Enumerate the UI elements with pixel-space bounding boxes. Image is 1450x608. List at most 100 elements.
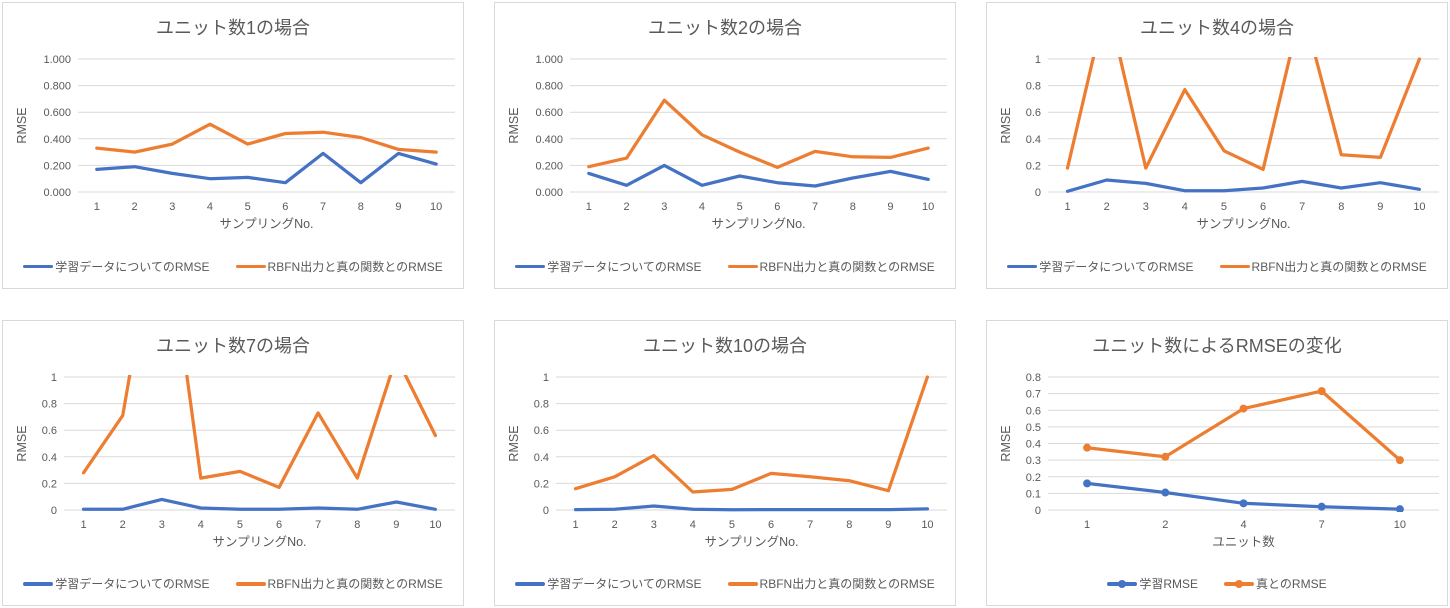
chart-panel-5: ユニット数10の場合 0 0.2 0.4 0.6 0.8 1 RMSE 1 2 3 4 5 6 7 8 9 10 サ… — [494, 319, 956, 606]
legend-label: 学習データについてのRMSE — [55, 577, 210, 592]
legend-label: 学習データについてのRMSE — [547, 577, 702, 592]
data-point-marker — [1083, 478, 1092, 487]
data-point-marker — [1317, 386, 1326, 395]
legend-label: 学習データについてのRMSE — [547, 259, 702, 274]
y-tick-label: 0.200 — [535, 160, 563, 172]
plot-area: 0.000 0.200 0.400 0.600 0.800 1.000 RMSE 1 2 3 4 5 6… — [507, 54, 947, 231]
x-tick-label: 5 — [1221, 201, 1227, 213]
plot-area: 0 0.2 0.4 0.6 0.8 1 RMSE 1 2 3 4 5 6 7 8 9 10 サンプリングNo. — [507, 372, 947, 549]
legend-marker-dot — [1118, 579, 1127, 588]
legend-label: 学習データについてのRMSE — [55, 259, 210, 274]
plot-area: 0 0.2 0.4 0.6 0.8 1 RMSE 1 2 3 4 5 6 7 8 9 10 サンプリングNo. — [15, 372, 455, 549]
x-tick-label: 9 — [393, 519, 399, 531]
series-line-orange — [573, 374, 930, 494]
legend-item: 真とのRMSE — [1224, 575, 1327, 592]
x-axis-title: サンプリングNo. — [711, 217, 805, 231]
x-axis-title: サンプリングNo. — [219, 217, 313, 231]
y-tick-label: 0.4 — [1026, 134, 1041, 146]
x-axis-title: サンプリングNo. — [212, 535, 306, 549]
y-tick-label: 1.000 — [535, 54, 563, 66]
x-tick-label: 4 — [1240, 519, 1246, 531]
x-tick-label: 10 — [1394, 519, 1406, 531]
y-tick-label: 0.7 — [1026, 388, 1041, 400]
y-tick-label: 0.6 — [1026, 107, 1041, 119]
chart-panel-3: ユニット数4の場合 0 0.2 0.4 0.6 0.8 1 RMSE 1 2 3 4 5 6 7 8 9 10 サン… — [986, 2, 1448, 289]
chart-title: ユニット数1の場合 — [155, 18, 310, 38]
legend-item: 学習データについてのRMSE — [515, 258, 702, 275]
x-tick-label: 4 — [198, 519, 204, 531]
series-line-blue — [95, 151, 438, 185]
legend-line-swatch — [23, 582, 54, 586]
legend-line-swatch — [515, 264, 546, 268]
legend-line-swatch — [1107, 579, 1138, 588]
gridlines: 0 0.2 0.4 0.6 0.8 1 — [534, 372, 947, 517]
x-tick-label: 7 — [1299, 201, 1305, 213]
chart-legend: 学習データについてのRMSE RBFN出力と真の関数とのRMSE — [987, 233, 1447, 288]
x-tick-label: 4 — [699, 201, 705, 213]
series-line-blue — [587, 163, 930, 188]
x-tick-label: 2 — [612, 519, 618, 531]
chart-title: ユニット数2の場合 — [647, 18, 802, 38]
chart-legend: 学習データについてのRMSE RBFN出力と真の関数とのRMSE — [3, 233, 463, 288]
y-tick-label: 0.000 — [43, 187, 71, 199]
legend-label: 真とのRMSE — [1256, 577, 1327, 592]
x-tick-label: 5 — [737, 201, 743, 213]
data-point-marker — [1161, 452, 1170, 461]
y-tick-label: 0.8 — [42, 398, 57, 410]
y-axis-title: RMSE — [507, 425, 521, 461]
y-tick-label: 0.2 — [42, 478, 57, 490]
x-tick-label: 10 — [430, 201, 442, 213]
x-tick-label: 10 — [1413, 201, 1425, 213]
data-point-marker — [1395, 504, 1404, 512]
legend-item: 学習データについてのRMSE — [1007, 258, 1194, 275]
x-tick-label: 6 — [1260, 201, 1266, 213]
y-tick-label: 0.4 — [534, 451, 549, 463]
y-axis-title: RMSE — [15, 107, 29, 143]
x-tick-label: 8 — [358, 201, 364, 213]
x-tick-label: 1 — [572, 519, 578, 531]
y-tick-label: 0.5 — [1026, 421, 1041, 433]
data-point-marker — [1239, 404, 1248, 413]
legend-line-swatch — [515, 582, 546, 586]
legend-item: 学習データについてのRMSE — [515, 575, 702, 592]
y-tick-label: 0.800 — [535, 81, 563, 93]
y-tick-label: 1.000 — [43, 54, 71, 66]
y-tick-label: 0.2 — [1026, 160, 1041, 172]
y-axis-title: RMSE — [15, 425, 29, 461]
gridlines: 0 0.1 0.2 0.3 0.4 0.5 0.6 0.7 0.8 — [1026, 372, 1439, 517]
x-tick-label: 9 — [885, 519, 891, 531]
y-tick-label: 0.1 — [1026, 488, 1041, 500]
x-axis-title: サンプリングNo. — [1196, 217, 1290, 231]
data-point-marker — [1395, 455, 1404, 464]
chart-panel-1: ユニット数1の場合 0.000 0.200 0.400 0.600 0.800 1.000 R… — [2, 2, 464, 289]
y-tick-label: 0.4 — [1026, 438, 1041, 450]
legend-line-swatch — [1224, 579, 1255, 588]
x-tick-label: 6 — [276, 519, 282, 531]
gridlines: 0.000 0.200 0.400 0.600 0.800 1.000 — [535, 54, 947, 199]
y-tick-label: 0.600 — [43, 107, 71, 119]
x-tick-label: 7 — [812, 201, 818, 213]
x-tick-label: 3 — [159, 519, 165, 531]
y-tick-label: 0.2 — [1026, 471, 1041, 483]
y-tick-label: 0.8 — [1026, 81, 1041, 93]
x-tick-label: 4 — [690, 519, 696, 531]
x-tick-label: 4 — [207, 201, 213, 213]
x-tick-label: 2 — [120, 519, 126, 531]
legend-line-swatch — [1219, 264, 1250, 268]
x-tick-label: 9 — [1377, 201, 1383, 213]
y-tick-label: 1 — [543, 372, 549, 384]
y-tick-label: 0.6 — [42, 425, 57, 437]
chart-legend: 学習データについてのRMSE RBFN出力と真の関数とのRMSE — [495, 233, 955, 288]
legend-label: RBFN出力と真の関数とのRMSE — [267, 259, 443, 274]
data-point-marker — [1161, 488, 1170, 497]
chart-panel-4: ユニット数7の場合 0 0.2 0.4 0.6 0.8 1 RMSE 1 2 3 4 5 6 7 8 9 10 サン… — [2, 319, 464, 606]
legend-item: RBFN出力と真の関数とのRMSE — [727, 575, 935, 592]
series-line-orange — [1085, 388, 1402, 462]
y-tick-label: 1 — [51, 372, 57, 384]
x-tick-label: 1 — [586, 201, 592, 213]
series-line-orange — [587, 98, 930, 170]
chart-title: ユニット数10の場合 — [642, 335, 808, 356]
x-tick-label: 3 — [169, 201, 175, 213]
x-tick-label: 2 — [1104, 201, 1110, 213]
